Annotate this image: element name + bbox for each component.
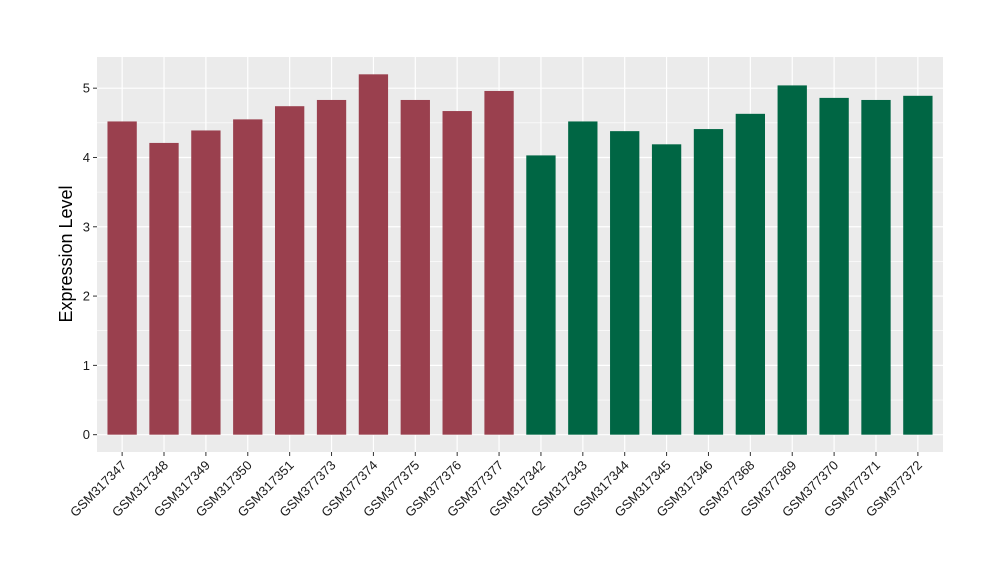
bar-GSM377370 (819, 97, 849, 435)
bar-GSM377369 (777, 85, 807, 435)
bar-GSM377373 (316, 99, 347, 435)
plot-panel (97, 57, 943, 452)
y-tick-label: 3 (83, 219, 90, 234)
bar-GSM317347 (107, 121, 137, 435)
bar-GSM377375 (400, 99, 430, 435)
bar-GSM377377 (484, 90, 514, 435)
bar-GSM317345 (651, 144, 682, 435)
y-axis: 0 1 2 3 4 5 (83, 81, 97, 442)
bar-GSM317350 (233, 119, 263, 435)
bar-GSM377372 (903, 95, 933, 435)
bar-GSM317346 (693, 129, 724, 435)
x-axis: GSM317347GSM317348GSM317349GSM317350GSM3… (67, 452, 925, 520)
y-axis-title: Expression Level (56, 185, 76, 322)
bar-GSM377376 (442, 111, 472, 435)
bar-GSM317348 (149, 142, 179, 435)
y-tick-label: 2 (83, 289, 90, 304)
y-tick-label: 5 (83, 81, 90, 96)
y-tick-label: 1 (83, 358, 90, 373)
y-tick-label: 0 (83, 427, 90, 442)
y-tick-label: 4 (83, 150, 90, 165)
bar-GSM317349 (191, 130, 221, 435)
bars (107, 74, 933, 435)
bar-GSM317351 (274, 106, 305, 435)
bar-GSM377368 (735, 113, 766, 435)
bar-GSM317342 (526, 155, 556, 435)
bar-GSM317343 (568, 121, 598, 435)
bar-GSM317344 (610, 131, 640, 435)
bar-GSM377371 (861, 99, 891, 435)
bar-GSM377374 (358, 74, 389, 435)
